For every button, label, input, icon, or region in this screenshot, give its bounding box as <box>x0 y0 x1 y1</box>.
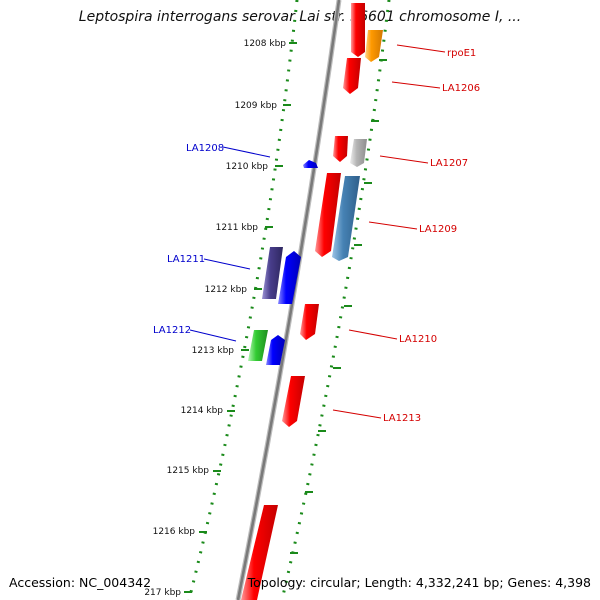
ruler-outer <box>280 0 391 600</box>
gene-LA1211[interactable] <box>278 251 301 304</box>
gene-rpoE1[interactable] <box>365 30 383 62</box>
gene-rpoE1-a[interactable] <box>351 3 365 57</box>
gene-LA1207[interactable] <box>350 139 367 167</box>
genome-summary-text: Topology: circular; Length: 4,332,241 bp… <box>247 575 591 590</box>
gene-LA1208[interactable] <box>303 160 318 168</box>
tick-label-1216: 1216 kbp <box>153 527 196 537</box>
gene-LA1211-a[interactable] <box>262 247 283 299</box>
tick-label-1213: 1213 kbp <box>192 346 235 356</box>
tick-label-1212: 1212 kbp <box>205 285 248 295</box>
label-LA1209[interactable]: LA1209 <box>419 224 457 235</box>
tick-label-1211: 1211 kbp <box>216 223 259 233</box>
label-LA1212[interactable]: LA1212 <box>153 325 191 336</box>
tick-marks <box>184 42 387 593</box>
tick-label-1209: 1209 kbp <box>235 101 278 111</box>
reverse-leaders <box>189 146 271 342</box>
tick-label-1208: 1208 kbp <box>244 39 287 49</box>
tick-label-1215: 1215 kbp <box>167 466 210 476</box>
accession-text: Accession: NC_004342 <box>9 575 152 590</box>
gene-LA1212[interactable] <box>266 335 285 365</box>
label-LA1210[interactable]: LA1210 <box>399 334 437 345</box>
label-rpoE1[interactable]: rpoE1 <box>447 48 476 59</box>
gene-LA1209[interactable] <box>332 176 360 261</box>
forward-genes <box>241 3 383 600</box>
gene-LA1212-a[interactable] <box>248 330 268 361</box>
gene-LA1210[interactable] <box>300 304 319 340</box>
reverse-genes <box>248 160 318 365</box>
tick-label-1214: 1214 kbp <box>181 406 224 416</box>
gene-LA1207-a[interactable] <box>333 136 348 162</box>
gene-LA1213[interactable] <box>282 376 305 427</box>
gene-unlabeled-red[interactable] <box>241 505 278 600</box>
label-LA1213[interactable]: LA1213 <box>383 413 421 424</box>
label-LA1206[interactable]: LA1206 <box>442 83 480 94</box>
tick-labels: 1208 kbp 1209 kbp 1210 kbp 1211 kbp 1212… <box>144 39 286 598</box>
forward-leaders <box>332 44 446 419</box>
reverse-labels: LA1208 LA1211 LA1212 <box>153 143 224 336</box>
tick-label-1210: 1210 kbp <box>226 162 269 172</box>
forward-labels: rpoE1 LA1206 LA1207 LA1209 LA1210 LA1213 <box>383 48 480 424</box>
label-LA1207[interactable]: LA1207 <box>430 158 468 169</box>
gene-LA1209-a[interactable] <box>315 173 341 257</box>
label-LA1208[interactable]: LA1208 <box>186 143 224 154</box>
gene-LA1206[interactable] <box>343 58 361 94</box>
map-title: Leptospira interrogans serovar Lai str. … <box>78 9 522 25</box>
label-LA1211[interactable]: LA1211 <box>167 254 205 265</box>
tick-label-217: 217 kbp <box>144 588 181 598</box>
